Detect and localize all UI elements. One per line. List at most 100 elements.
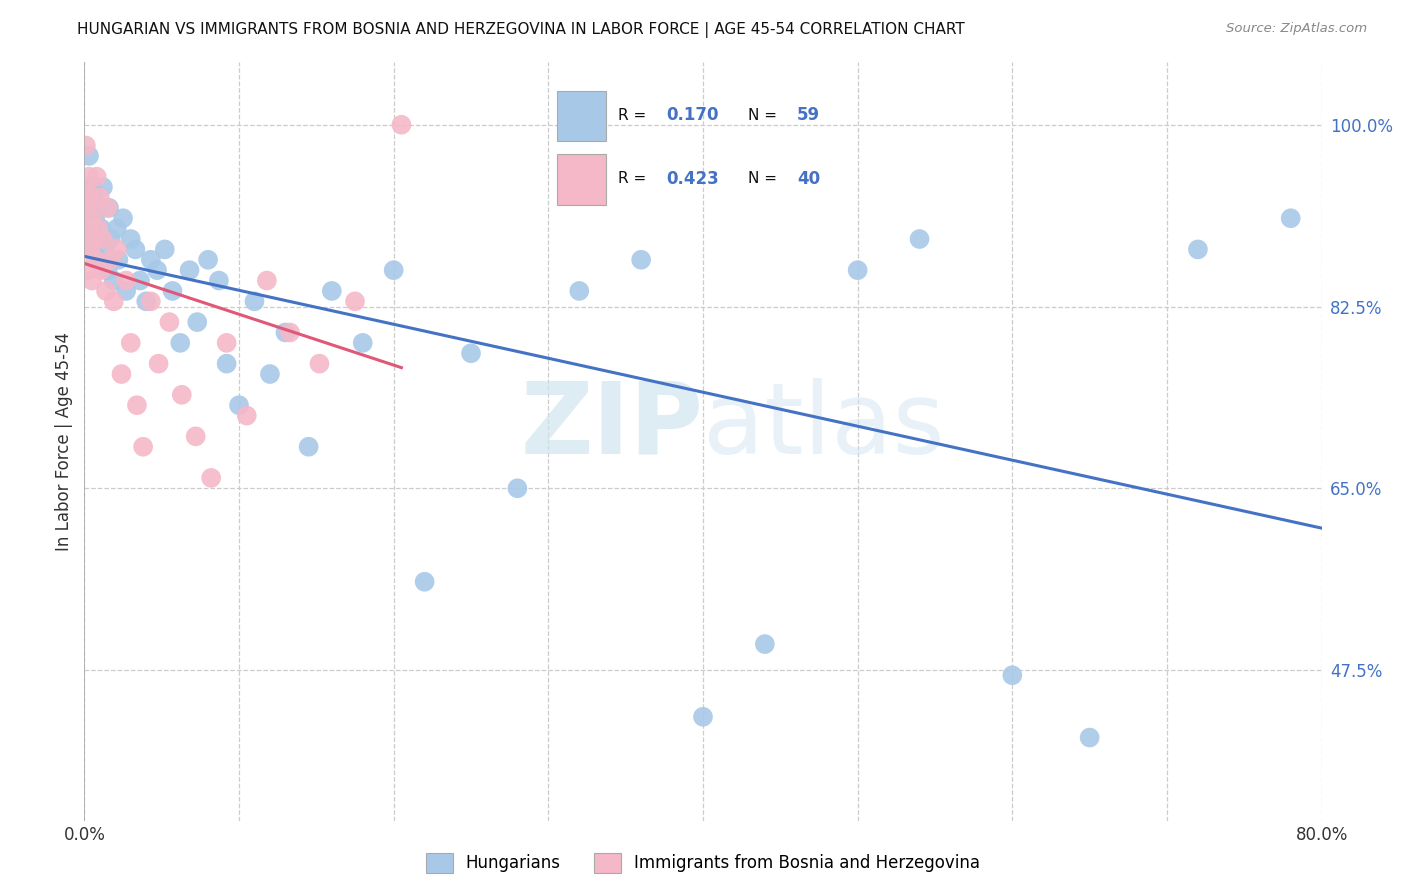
- Text: atlas: atlas: [703, 378, 945, 475]
- Point: [129, 274, 152, 288]
- Point: [170, 388, 193, 402]
- Legend: Hungarians, Immigrants from Bosnia and Herzegovina: Hungarians, Immigrants from Bosnia and H…: [419, 847, 987, 880]
- Point: [86, 232, 108, 246]
- Point: [630, 252, 652, 267]
- Point: [1279, 211, 1302, 226]
- Point: [135, 294, 157, 309]
- Point: [105, 221, 128, 235]
- Point: [120, 232, 142, 246]
- Point: [184, 429, 207, 443]
- Point: [1187, 243, 1209, 257]
- Point: [278, 326, 301, 340]
- Point: [94, 284, 117, 298]
- Point: [297, 440, 319, 454]
- Point: [200, 471, 222, 485]
- Point: [153, 243, 176, 257]
- Point: [77, 232, 100, 246]
- Point: [179, 263, 201, 277]
- Point: [186, 315, 208, 329]
- Point: [79, 243, 101, 257]
- Point: [83, 243, 105, 257]
- Point: [75, 138, 97, 153]
- Point: [506, 481, 529, 495]
- Point: [1001, 668, 1024, 682]
- Point: [159, 315, 180, 329]
- Point: [82, 180, 104, 194]
- Point: [83, 190, 105, 204]
- Point: [103, 274, 125, 288]
- Point: [75, 190, 97, 204]
- Point: [259, 367, 281, 381]
- Point: [162, 284, 184, 298]
- Point: [93, 243, 115, 257]
- Point: [86, 169, 108, 184]
- Point: [98, 201, 121, 215]
- Point: [754, 637, 776, 651]
- Text: 80.0%: 80.0%: [1295, 826, 1348, 844]
- Point: [343, 294, 366, 309]
- Point: [120, 335, 142, 350]
- Point: [103, 294, 125, 309]
- Y-axis label: In Labor Force | Age 45-54: In Labor Force | Age 45-54: [55, 332, 73, 551]
- Point: [107, 252, 129, 267]
- Point: [243, 294, 266, 309]
- Point: [568, 284, 591, 298]
- Point: [76, 201, 98, 215]
- Point: [84, 211, 107, 226]
- Point: [274, 326, 297, 340]
- Point: [692, 710, 714, 724]
- Point: [79, 201, 101, 215]
- Point: [82, 221, 104, 235]
- Point: [139, 294, 162, 309]
- Point: [82, 274, 104, 288]
- Point: [91, 180, 114, 194]
- Point: [352, 335, 374, 350]
- Point: [112, 211, 135, 226]
- Point: [89, 252, 111, 267]
- Point: [77, 221, 100, 235]
- Point: [1078, 731, 1101, 745]
- Point: [208, 274, 231, 288]
- Point: [96, 263, 118, 277]
- Point: [110, 367, 132, 381]
- Point: [215, 357, 238, 371]
- Point: [132, 440, 155, 454]
- Point: [308, 357, 330, 371]
- Point: [413, 574, 436, 589]
- Text: 0.0%: 0.0%: [63, 826, 105, 844]
- Point: [389, 118, 413, 132]
- Point: [124, 243, 146, 257]
- Point: [89, 190, 111, 204]
- Point: [228, 398, 250, 412]
- Point: [83, 232, 105, 246]
- Point: [115, 274, 138, 288]
- Point: [96, 201, 118, 215]
- Point: [100, 232, 122, 246]
- Point: [82, 211, 104, 226]
- Point: [115, 284, 138, 298]
- Point: [846, 263, 869, 277]
- Point: [76, 263, 98, 277]
- Point: [87, 221, 110, 235]
- Text: HUNGARIAN VS IMMIGRANTS FROM BOSNIA AND HERZEGOVINA IN LABOR FORCE | AGE 45-54 C: HUNGARIAN VS IMMIGRANTS FROM BOSNIA AND …: [77, 22, 965, 38]
- Point: [169, 335, 191, 350]
- Text: Source: ZipAtlas.com: Source: ZipAtlas.com: [1226, 22, 1367, 36]
- Point: [460, 346, 482, 360]
- Point: [84, 252, 107, 267]
- Point: [256, 274, 278, 288]
- Point: [148, 357, 170, 371]
- Point: [87, 201, 110, 215]
- Point: [90, 263, 112, 277]
- Point: [382, 263, 405, 277]
- Point: [215, 335, 238, 350]
- Point: [77, 169, 100, 184]
- Point: [235, 409, 259, 423]
- Point: [139, 252, 162, 267]
- Point: [197, 252, 219, 267]
- Point: [146, 263, 169, 277]
- Point: [79, 190, 101, 204]
- Point: [76, 211, 98, 226]
- Point: [321, 284, 343, 298]
- Point: [100, 252, 122, 267]
- Point: [91, 232, 114, 246]
